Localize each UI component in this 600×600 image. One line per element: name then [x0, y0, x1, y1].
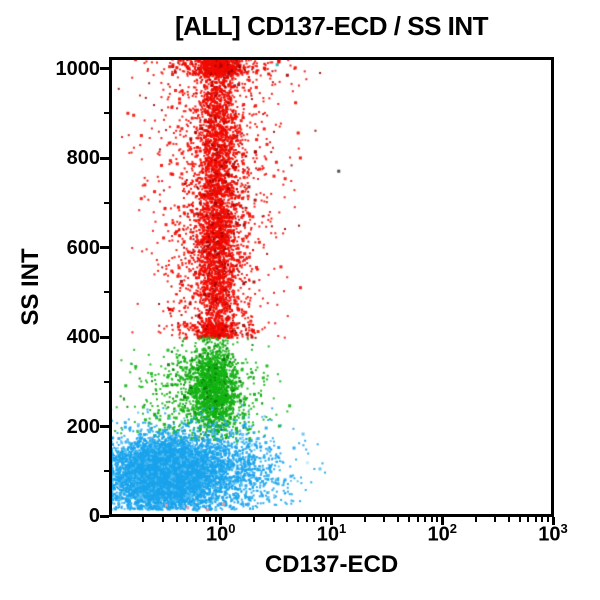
y-major-tick [100, 335, 109, 339]
x-axis-label: CD137-ECD [264, 551, 399, 578]
x-minor-tick [383, 517, 386, 522]
chart-title: [ALL] CD137-ECD / SS INT [174, 11, 489, 41]
x-minor-tick [534, 517, 537, 522]
x-minor-tick [202, 517, 205, 522]
x-minor-tick [175, 517, 178, 522]
x-minor-tick [325, 517, 328, 522]
x-tick-label: 103 [538, 521, 568, 546]
x-minor-tick [253, 517, 256, 522]
y-tick-label: 200 [66, 415, 100, 438]
x-minor-tick [272, 517, 275, 522]
x-minor-tick [507, 517, 510, 522]
x-minor-tick [546, 517, 549, 522]
x-minor-tick [142, 517, 145, 522]
x-minor-tick [424, 517, 427, 522]
x-minor-tick [527, 517, 530, 522]
x-major-tick [440, 517, 444, 525]
y-major-tick [100, 156, 109, 160]
y-minor-tick [104, 380, 109, 383]
x-minor-tick [297, 517, 300, 522]
x-tick-label: 101 [316, 521, 347, 546]
y-tick-label: 0 [88, 505, 100, 527]
x-minor-tick [436, 517, 439, 522]
x-tick-label: 100 [206, 521, 236, 546]
x-minor-tick [494, 517, 497, 522]
scatter-plot-canvas [112, 60, 551, 514]
y-tick-label: 600 [66, 236, 100, 259]
y-minor-tick [104, 291, 109, 294]
x-tick-label: 102 [427, 521, 457, 546]
x-minor-tick [541, 517, 544, 522]
x-minor-tick [416, 517, 419, 522]
x-minor-tick [209, 517, 212, 522]
x-minor-tick [430, 517, 433, 522]
x-minor-tick [363, 517, 366, 522]
y-major-tick [100, 246, 109, 250]
x-minor-tick [407, 517, 410, 522]
y-tick-label: 400 [66, 326, 100, 349]
x-major-tick [330, 517, 333, 525]
y-minor-tick [104, 112, 109, 115]
y-axis-label: SS INT [17, 248, 44, 326]
x-minor-tick [286, 517, 289, 522]
y-minor-tick [104, 201, 109, 204]
x-minor-tick [305, 517, 308, 522]
x-major-tick [219, 517, 223, 525]
x-minor-tick [214, 517, 217, 522]
y-tick-label: 1000 [55, 57, 101, 80]
x-minor-tick [518, 517, 521, 522]
x-minor-tick [474, 517, 477, 522]
y-minor-tick [104, 470, 109, 473]
x-minor-tick [186, 517, 189, 522]
y-major-tick [100, 425, 109, 429]
x-minor-tick [313, 517, 316, 522]
y-major-tick [100, 514, 109, 518]
x-minor-tick [195, 517, 198, 522]
x-minor-tick [319, 517, 322, 522]
x-major-tick [551, 517, 555, 525]
y-tick-label: 800 [66, 147, 100, 170]
y-major-tick [100, 67, 109, 71]
x-minor-tick [161, 517, 164, 522]
x-minor-tick [397, 517, 400, 522]
